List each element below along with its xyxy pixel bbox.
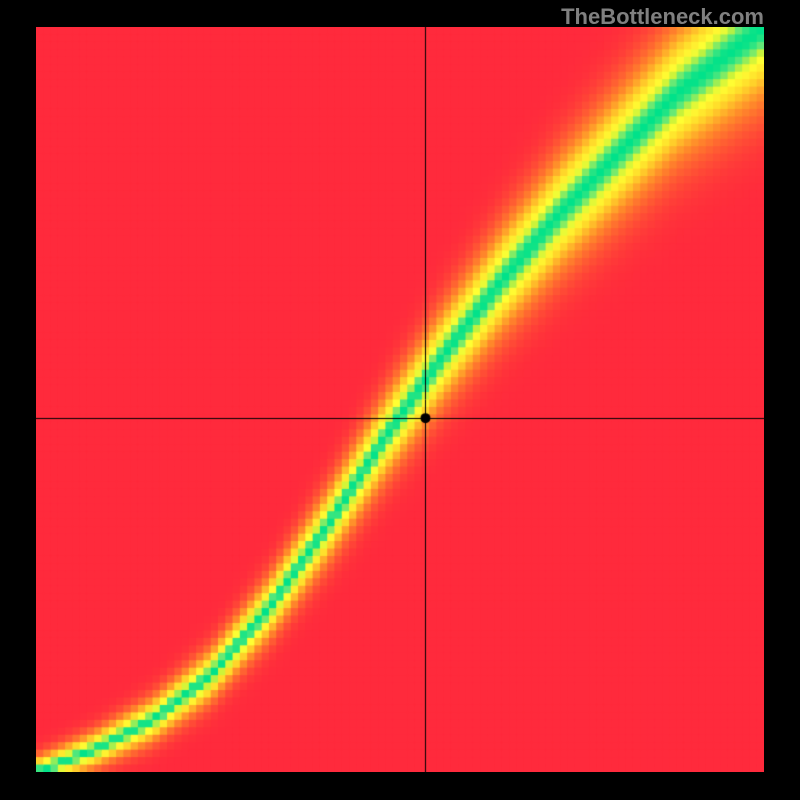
bottleneck-heatmap <box>36 27 764 772</box>
chart-container: TheBottleneck.com <box>0 0 800 800</box>
watermark-text: TheBottleneck.com <box>561 4 764 30</box>
